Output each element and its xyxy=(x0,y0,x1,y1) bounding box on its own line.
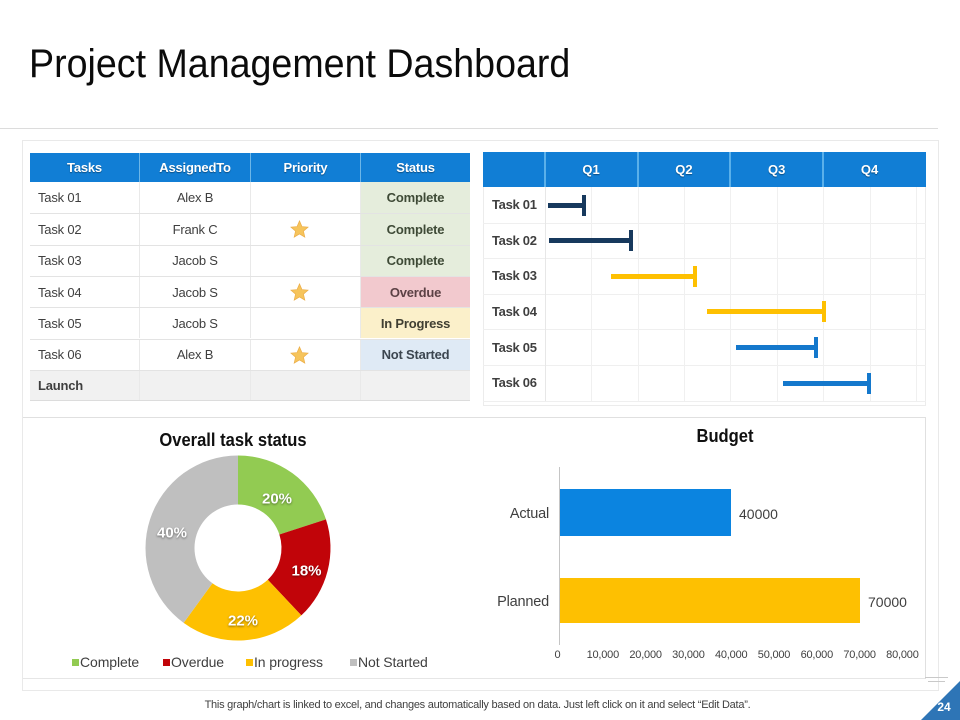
svg-text:24: 24 xyxy=(937,700,951,714)
